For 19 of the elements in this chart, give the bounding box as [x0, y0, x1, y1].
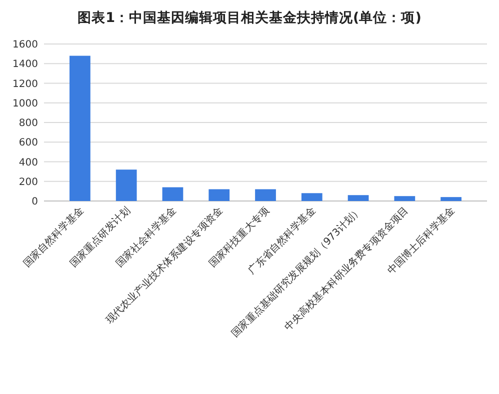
- y-tick-label: 1200: [12, 78, 38, 90]
- y-tick-label: 200: [18, 176, 38, 188]
- bar: [162, 187, 184, 201]
- bar: [70, 56, 90, 201]
- bar: [440, 197, 462, 201]
- bar: [394, 196, 416, 201]
- chart-title: 图表1：中国基因编辑项目相关基金扶持情况(单位：项): [78, 9, 422, 26]
- bar: [348, 195, 369, 201]
- bar: [255, 189, 276, 201]
- y-tick-label: 400: [18, 157, 38, 168]
- bar: [208, 189, 230, 201]
- bar: [301, 193, 322, 201]
- y-tick-label: 1000: [12, 98, 38, 110]
- bar: [116, 170, 137, 201]
- y-tick-label: 1400: [12, 59, 38, 70]
- y-tick-label: 600: [18, 138, 38, 149]
- y-tick-label: 0: [32, 196, 38, 208]
- y-tick-label: 1600: [12, 40, 38, 50]
- y-tick-label: 800: [18, 118, 38, 129]
